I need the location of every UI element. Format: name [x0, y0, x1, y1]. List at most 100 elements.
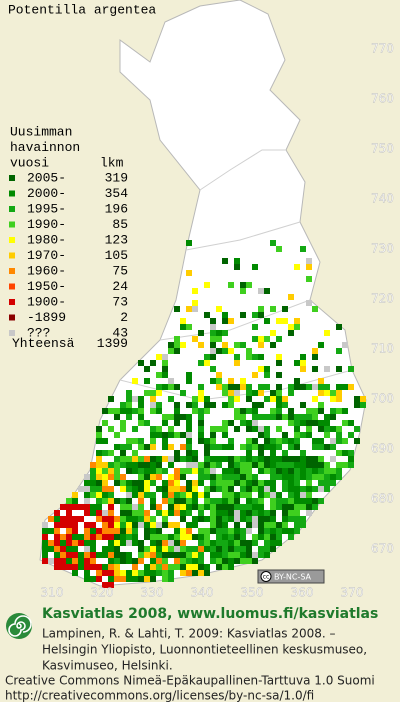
occurrence-square — [102, 552, 108, 558]
occurrence-square — [258, 432, 264, 438]
occurrence-square — [246, 540, 252, 546]
occurrence-square — [288, 414, 294, 420]
occurrence-square — [264, 462, 270, 468]
occurrence-square — [288, 438, 294, 444]
occurrence-square — [102, 468, 108, 474]
x-grid-label: 360 — [291, 586, 314, 600]
occurrence-square — [138, 558, 144, 564]
occurrence-square — [258, 342, 264, 348]
occurrence-square — [114, 468, 120, 474]
occurrence-square — [330, 426, 336, 432]
occurrence-square — [114, 570, 120, 576]
occurrence-square — [204, 462, 210, 468]
occurrence-square — [48, 528, 54, 534]
y-grid-label: 720 — [371, 292, 394, 306]
occurrence-square — [42, 522, 48, 528]
occurrence-square — [204, 486, 210, 492]
occurrence-square — [294, 264, 300, 270]
occurrence-square — [132, 576, 138, 582]
occurrence-square — [306, 276, 312, 282]
occurrence-square — [186, 492, 192, 498]
occurrence-square — [120, 480, 126, 486]
occurrence-square — [210, 330, 216, 336]
occurrence-square — [90, 504, 96, 510]
occurrence-square — [138, 486, 144, 492]
occurrence-square — [138, 414, 144, 420]
occurrence-square — [132, 522, 138, 528]
occurrence-square — [186, 468, 192, 474]
occurrence-square — [210, 354, 216, 360]
occurrence-square — [138, 456, 144, 462]
occurrence-square — [132, 534, 138, 540]
occurrence-square — [312, 366, 318, 372]
occurrence-square — [282, 516, 288, 522]
occurrence-square — [222, 486, 228, 492]
occurrence-square — [264, 372, 270, 378]
occurrence-square — [228, 558, 234, 564]
legend-label: 1970- — [27, 248, 66, 263]
occurrence-square — [336, 432, 342, 438]
x-grid-label: 350 — [241, 586, 264, 600]
occurrence-square — [126, 528, 132, 534]
occurrence-square — [120, 534, 126, 540]
occurrence-square — [198, 426, 204, 432]
occurrence-square — [114, 540, 120, 546]
occurrence-square — [300, 450, 306, 456]
occurrence-square — [234, 528, 240, 534]
occurrence-square — [282, 318, 288, 324]
occurrence-square — [294, 360, 300, 366]
occurrence-square — [258, 354, 264, 360]
occurrence-square — [168, 432, 174, 438]
occurrence-square — [138, 462, 144, 468]
occurrence-square — [258, 486, 264, 492]
occurrence-square — [306, 474, 312, 480]
occurrence-square — [234, 414, 240, 420]
occurrence-square — [120, 408, 126, 414]
occurrence-square — [318, 480, 324, 486]
occurrence-square — [168, 444, 174, 450]
occurrence-square — [216, 522, 222, 528]
occurrence-square — [192, 468, 198, 474]
occurrence-square — [240, 462, 246, 468]
occurrence-square — [252, 474, 258, 480]
occurrence-square — [318, 486, 324, 492]
occurrence-square — [252, 354, 258, 360]
occurrence-square — [180, 510, 186, 516]
occurrence-square — [234, 534, 240, 540]
legend-label: 1980- — [27, 232, 66, 247]
occurrence-square — [150, 408, 156, 414]
occurrence-square — [276, 396, 282, 402]
occurrence-square — [306, 432, 312, 438]
legend-swatch — [9, 237, 15, 243]
occurrence-square — [186, 498, 192, 504]
legend-count: 196 — [105, 201, 128, 216]
occurrence-square — [96, 528, 102, 534]
occurrence-square — [120, 420, 126, 426]
occurrence-square — [264, 414, 270, 420]
occurrence-square — [174, 552, 180, 558]
occurrence-square — [180, 504, 186, 510]
occurrence-square — [354, 396, 360, 402]
occurrence-square — [336, 324, 342, 330]
y-grid-label: 750 — [371, 142, 394, 156]
citation-line: Kasvimuseo, Helsinki. — [42, 659, 173, 673]
occurrence-square — [180, 486, 186, 492]
occurrence-square — [258, 444, 264, 450]
occurrence-square — [210, 432, 216, 438]
occurrence-square — [150, 534, 156, 540]
occurrence-square — [66, 558, 72, 564]
occurrence-square — [84, 540, 90, 546]
occurrence-square — [90, 474, 96, 480]
occurrence-square — [282, 462, 288, 468]
occurrence-square — [264, 384, 270, 390]
occurrence-square — [84, 546, 90, 552]
occurrence-square — [174, 402, 180, 408]
occurrence-square — [270, 396, 276, 402]
occurrence-square — [192, 402, 198, 408]
occurrence-square — [186, 414, 192, 420]
occurrence-square — [264, 510, 270, 516]
occurrence-square — [240, 342, 246, 348]
occurrence-square — [42, 534, 48, 540]
occurrence-square — [54, 510, 60, 516]
occurrence-square — [330, 438, 336, 444]
